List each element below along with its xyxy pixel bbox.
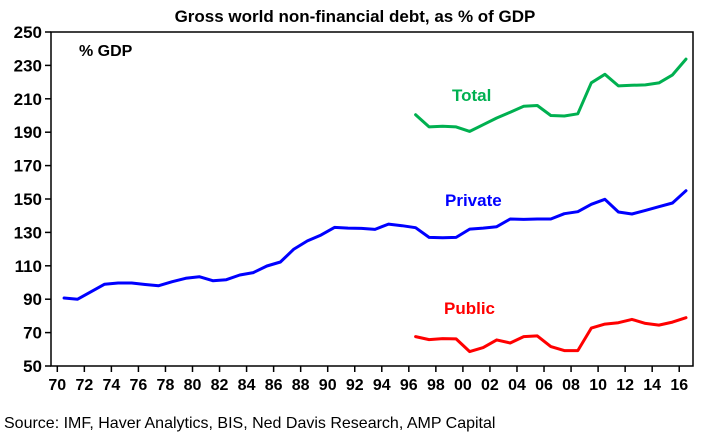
y-tick-label: 110 — [15, 257, 42, 276]
series-layer — [62, 57, 688, 354]
x-tick-label: 02 — [481, 377, 499, 394]
x-tick-label: 70 — [48, 377, 66, 394]
x-tick-label: 10 — [589, 377, 607, 394]
y-tick-label: 210 — [14, 90, 42, 109]
x-tick-label: 08 — [562, 377, 580, 394]
x-tick-label: 04 — [508, 377, 526, 394]
x-tick-label: 72 — [75, 377, 93, 394]
y-tick-label: 190 — [14, 123, 42, 142]
label-total: Total — [452, 86, 491, 105]
label-public: Public — [444, 299, 495, 318]
x-tick-label: 92 — [346, 377, 364, 394]
x-axis: 70 72 74 76 78 80 82 84 86 88 90 92 94 96 98 00 02 04 06 08… — [48, 366, 688, 394]
x-tick-label: 98 — [427, 377, 445, 394]
x-tick-label: 12 — [616, 377, 634, 394]
source-note: Source: IMF, Haver Analytics, BIS, Ned D… — [4, 415, 495, 432]
x-tick-label: 82 — [211, 377, 229, 394]
plot-frame — [50, 31, 694, 367]
x-tick-label: 86 — [265, 377, 283, 394]
x-tick-label: 16 — [670, 377, 688, 394]
x-tick-label: 76 — [130, 377, 148, 394]
label-private: Private — [445, 191, 502, 210]
x-tick-label: 94 — [373, 377, 391, 394]
y-tick-label: 50 — [23, 357, 42, 376]
y-tick-label: 170 — [14, 157, 42, 176]
x-tick-label: 80 — [184, 377, 202, 394]
x-tick-label: 00 — [454, 377, 472, 394]
series-line-public — [414, 316, 688, 354]
x-tick-label: 96 — [400, 377, 418, 394]
y-tick-label: 130 — [14, 223, 42, 242]
series-line-private — [62, 189, 688, 301]
y-tick-label: 70 — [23, 324, 42, 343]
y-tick-label: 250 — [14, 23, 42, 42]
chart-title: Gross world non-financial debt, as % of … — [175, 7, 536, 26]
x-tick-label: 74 — [102, 377, 120, 394]
x-tick-label: 88 — [292, 377, 310, 394]
y-tick-label: 150 — [14, 190, 42, 209]
y-axis: 50 70 90 110 130 150 170 190 210 230 250 — [14, 23, 51, 376]
y-unit-label: % GDP — [79, 43, 133, 60]
x-tick-label: 84 — [238, 377, 256, 394]
x-tick-label: 14 — [643, 377, 661, 394]
x-tick-label: 06 — [535, 377, 553, 394]
y-tick-label: 230 — [14, 56, 42, 75]
y-tick-label: 90 — [23, 290, 42, 309]
x-tick-label: 78 — [157, 377, 175, 394]
x-tick-label: 90 — [319, 377, 337, 394]
series-line-total — [414, 57, 688, 133]
